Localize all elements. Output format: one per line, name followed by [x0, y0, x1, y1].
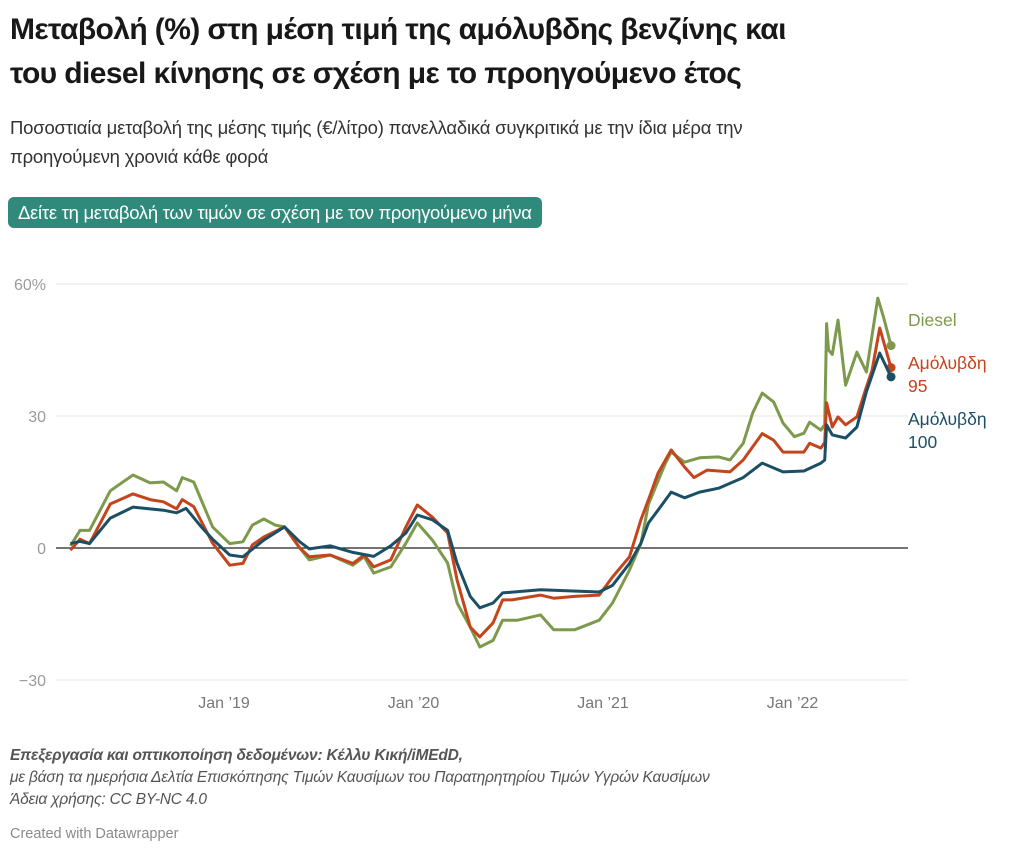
series-label-am95: Αμόλυβδη [908, 353, 987, 373]
title-line-1: Μεταβολή (%) στη μέση τιμή της αμόλυβδης… [10, 13, 786, 46]
monthly-change-button[interactable]: Δείτε τη μεταβολή των τιμών σε σχέση με … [8, 197, 542, 228]
series-label-am95: 95 [908, 376, 927, 396]
line-chart: 60% 30 0 −30 Jan ’19 Jan ’20 Jan ’21 Jan ’22 Die… [14, 277, 987, 712]
chart-subtitle: Ποσοστιαία μεταβολή της μέσης τιμής (€/λ… [10, 113, 1010, 171]
series-label-am100: 100 [908, 432, 937, 452]
subtitle-line-1: Ποσοστιαία μεταβολή της μέσης τιμής (€/λ… [10, 117, 743, 138]
chart-title: Μεταβολή (%) στη μέση τιμή της αμόλυβδης… [10, 8, 1020, 96]
title-line-2: του diesel κίνησης σε σχέση με το προηγο… [10, 57, 742, 90]
x-tick-label: Jan ’22 [767, 695, 819, 712]
x-tick-label: Jan ’20 [388, 695, 440, 712]
notes-source: με βάση τα ημερήσια Δελτία Επισκόπησης Τ… [10, 769, 710, 786]
chart-notes: Επεξεργασία και οπτικοποίηση δεδομένων: … [10, 745, 710, 811]
y-tick-label: 0 [37, 541, 46, 558]
y-tick-label: 30 [28, 409, 46, 426]
datawrapper-credit[interactable]: Created with Datawrapper [10, 826, 179, 842]
series-line-diesel [69, 296, 893, 649]
notes-license: Άδεια χρήσης: CC BY-NC 4.0 [10, 791, 207, 808]
x-tick-label: Jan ’21 [577, 695, 629, 712]
x-tick-label: Jan ’19 [198, 695, 250, 712]
series-end-dot-diesel [886, 341, 896, 351]
series-line-am95 [69, 326, 893, 639]
y-tick-label: 60% [14, 277, 46, 294]
series-label-am100: Αμόλυβδη [908, 409, 987, 429]
subtitle-line-2: προηγούμενη χρονιά κάθε φορά [10, 146, 269, 167]
series-end-dot-am100 [886, 372, 896, 382]
y-tick-label: −30 [19, 673, 46, 690]
series-label-diesel: Diesel [908, 310, 957, 330]
series-line-am100 [70, 351, 893, 610]
notes-author: Επεξεργασία και οπτικοποίηση δεδομένων: … [10, 747, 463, 764]
